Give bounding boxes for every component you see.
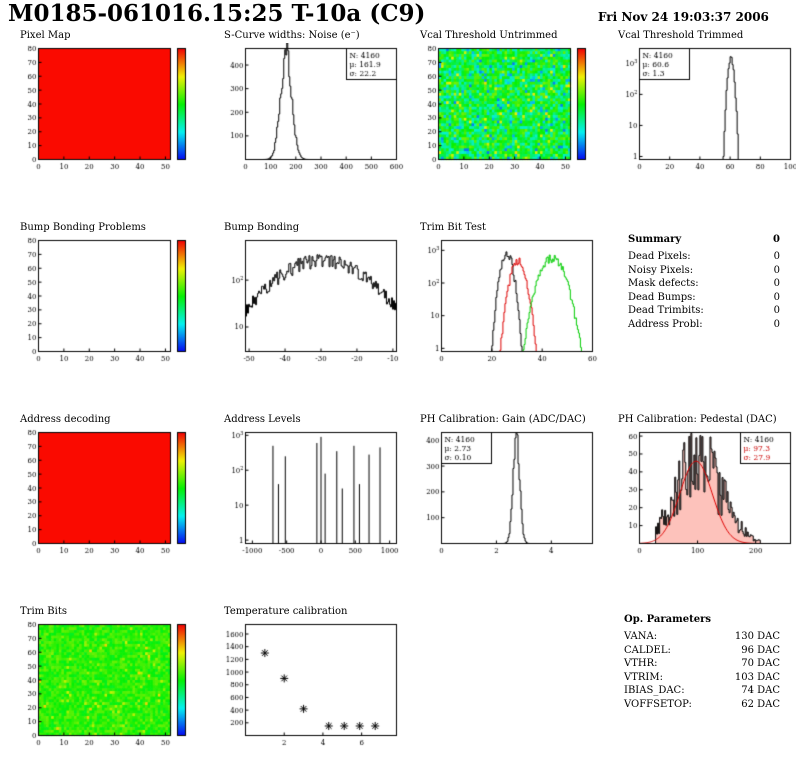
- panel-vcal-untrimmed: Vcal Threshold Untrimmed: [414, 30, 600, 173]
- chart-title-address-decoding: Address decoding: [20, 414, 111, 425]
- panel-ph-pedestal: PH Calibration: Pedestal (DAC): [612, 414, 796, 557]
- op-row-voffsetop: VOFFSETOP: 62 DAC: [624, 698, 780, 710]
- vcal-untrimmed-canvas: [414, 43, 600, 173]
- bump-problems-canvas: [14, 235, 200, 365]
- summary-row-dead-trimbits: Dead Trimbits: 0: [628, 305, 780, 316]
- chart-title-bump-bonding: Bump Bonding: [224, 222, 300, 233]
- op-row-vana: VANA: 130 DAC: [624, 631, 780, 642]
- trim-bits-canvas: [14, 619, 200, 749]
- vcal-trimmed-canvas: [612, 43, 796, 173]
- op-row-caldel: CALDEL: 96 DAC: [624, 644, 780, 656]
- address-levels-canvas: [218, 427, 404, 557]
- panel-temperature: Temperature calibration: [218, 606, 404, 749]
- panel-bump-bonding: Bump Bonding: [218, 222, 404, 365]
- panel-bump-problems: Bump Bonding Problems: [14, 222, 200, 365]
- bump-bonding-canvas: [218, 235, 404, 365]
- summary-panel: Summary 0 Dead Pixels: 0 Noisy Pixels: 0 M…: [628, 234, 780, 331]
- pixel-map-canvas: [14, 43, 200, 173]
- chart-title-bump-problems: Bump Bonding Problems: [20, 222, 146, 233]
- op-parameters-panel: Op. Parameters VANA: 130 DAC CALDEL: 96 DA…: [624, 614, 780, 711]
- chart-title-scurve-noise: S-Curve widths: Noise (e⁻): [224, 30, 360, 41]
- panel-vcal-trimmed: Vcal Threshold Trimmed: [612, 30, 796, 173]
- address-decoding-canvas: [14, 427, 200, 557]
- chart-title-trim-bit-test: Trim Bit Test: [420, 222, 487, 233]
- panel-scurve-noise: S-Curve widths: Noise (e⁻): [218, 30, 404, 173]
- panel-pixel-map: Pixel Map: [14, 30, 200, 173]
- chart-title-vcal-trimmed: Vcal Threshold Trimmed: [618, 30, 744, 41]
- chart-title-ph-gain: PH Calibration: Gain (ADC/DAC): [420, 414, 586, 425]
- chart-title-address-levels: Address Levels: [224, 414, 301, 425]
- panel-ph-gain: PH Calibration: Gain (ADC/DAC): [414, 414, 600, 557]
- summary-total: 0: [773, 234, 780, 245]
- panel-address-levels: Address Levels: [218, 414, 404, 557]
- op-row-ibias-dac: IBIAS_DAC: 74 DAC: [624, 685, 780, 696]
- trim-bit-test-canvas: [414, 235, 600, 365]
- summary-row-noisy-pixels: Noisy Pixels: 0: [628, 264, 780, 276]
- summary-row-dead-pixels: Dead Pixels: 0: [628, 251, 780, 262]
- op-row-vthr: VTHR: 70 DAC: [624, 658, 780, 669]
- header-date: Fri Nov 24 19:03:37 2006: [598, 10, 769, 24]
- ph-gain-canvas: [414, 427, 600, 557]
- op-row-vtrim: VTRIM: 103 DAC: [624, 671, 780, 683]
- chart-title-ph-pedestal: PH Calibration: Pedestal (DAC): [618, 414, 777, 425]
- panel-address-decoding: Address decoding: [14, 414, 200, 557]
- summary-row-dead-bumps: Dead Bumps: 0: [628, 291, 780, 303]
- summary-title: Summary: [628, 234, 682, 245]
- chart-title-trim-bits: Trim Bits: [20, 606, 68, 617]
- summary-row-mask-defects: Mask defects: 0: [628, 278, 780, 289]
- temperature-canvas: [218, 619, 404, 749]
- page-title: M0185-061016.15:25 T-10a (C9): [8, 0, 426, 27]
- scurve-noise-canvas: [218, 43, 404, 173]
- panel-trim-bit-test: Trim Bit Test: [414, 222, 600, 365]
- ph-pedestal-canvas: [612, 427, 796, 557]
- panel-trim-bits: Trim Bits: [14, 606, 200, 749]
- chart-title-temperature: Temperature calibration: [224, 606, 348, 617]
- summary-row-address-probl: Address Probl: 0: [628, 318, 780, 330]
- op-parameters-title: Op. Parameters: [624, 614, 711, 625]
- chart-title-vcal-untrimmed: Vcal Threshold Untrimmed: [420, 30, 558, 41]
- chart-title-pixel-map: Pixel Map: [20, 30, 71, 41]
